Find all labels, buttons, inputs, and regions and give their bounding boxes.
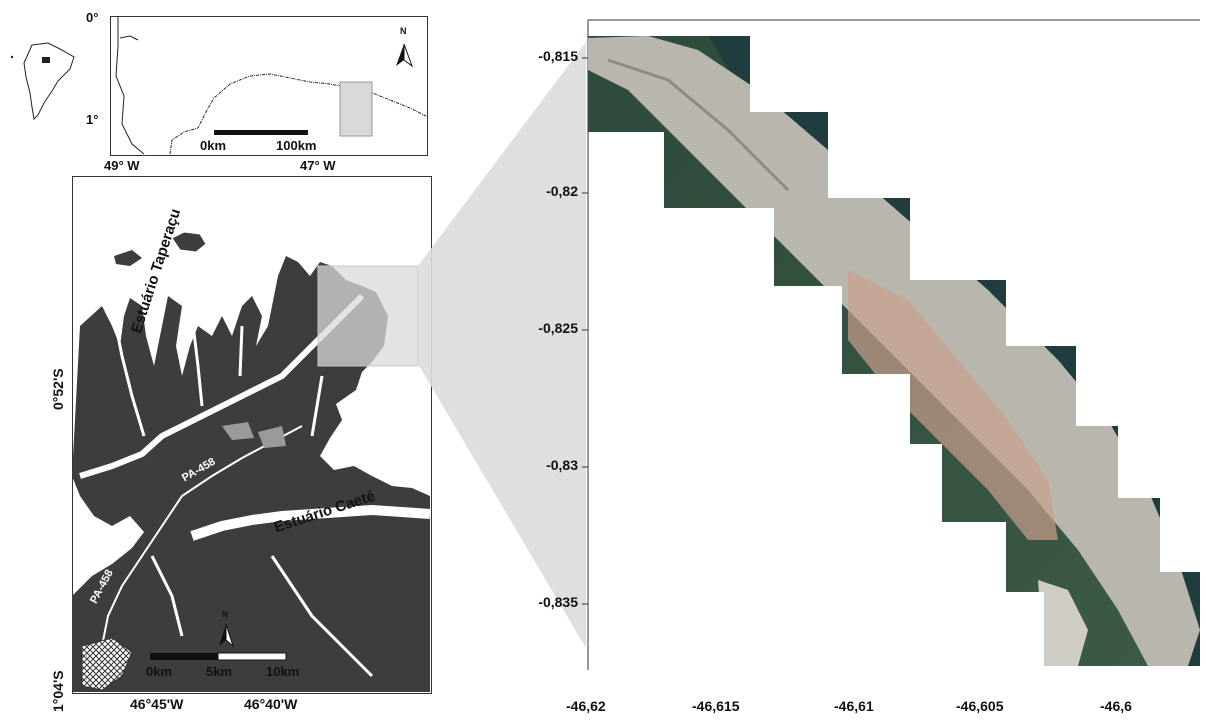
study-area-box (317, 265, 419, 367)
scale-label-0km-top: 0km (200, 138, 227, 153)
north-arrow-main (219, 623, 235, 648)
x-tick-4662: -46,62 (566, 698, 606, 714)
satellite-mosaic (588, 36, 1200, 666)
scale-label-10km-main: 10km (266, 664, 300, 679)
island-1 (171, 231, 207, 253)
estuary-caete-channel (190, 504, 430, 541)
lat-label-0: 0° (86, 10, 99, 25)
south-america-locator (10, 42, 75, 121)
island-2 (114, 250, 142, 266)
lon-label-49: 49° W (104, 158, 140, 173)
lon-label-46-40w: 46°40'W (244, 696, 298, 712)
y-tick-083: -0,83 (546, 457, 578, 473)
top-inset-coastline (115, 16, 427, 155)
scale-bar-top (214, 130, 308, 135)
scale-label-0km-main: 0km (146, 664, 173, 679)
x-tick-4661: -46,61 (834, 698, 874, 714)
y-tick-082: -0,82 (546, 183, 578, 199)
main-inset-land (72, 231, 430, 692)
scale-bar-main (150, 652, 287, 661)
scale-label-5km-main: 5km (206, 664, 233, 679)
city-area (81, 637, 133, 691)
x-tick-46605: -46,605 (956, 698, 1004, 714)
y-tick-0815: -0,815 (538, 48, 578, 64)
x-tick-466: -46,6 (1100, 698, 1132, 714)
scale-label-100km-top: 100km (276, 138, 317, 153)
north-arrow-top (396, 43, 414, 68)
north-label-main: N (222, 610, 228, 619)
lon-label-47: 47° W (300, 158, 336, 173)
urban-area (848, 270, 1058, 540)
study-area-highlight (339, 81, 373, 137)
road-pa458 (97, 425, 303, 677)
y-tick-0825: -0,825 (538, 320, 578, 336)
lat-label-1: 1° (86, 112, 99, 127)
north-label-top: N (400, 26, 407, 36)
x-tick-46615: -46,615 (692, 698, 740, 714)
lon-label-46-45w: 46°45'W (130, 696, 184, 712)
y-tick-0835: -0,835 (538, 594, 578, 610)
